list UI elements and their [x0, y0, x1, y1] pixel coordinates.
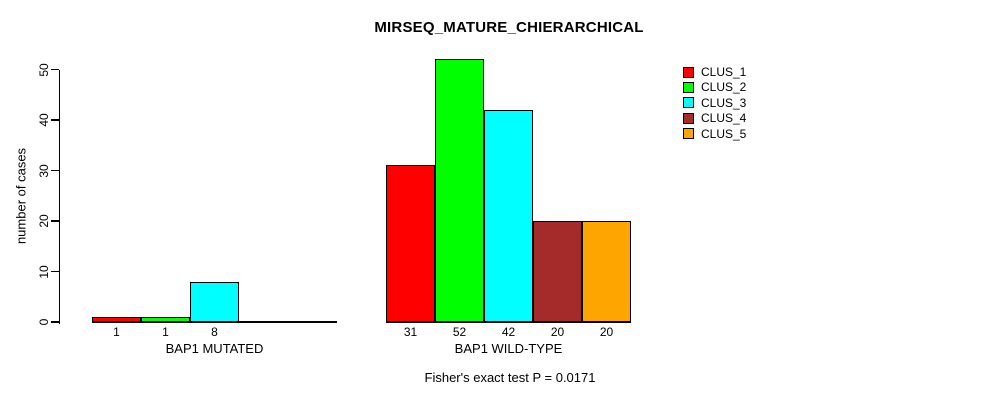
bar: [435, 59, 484, 322]
bar: [533, 221, 582, 322]
chart-title: MIRSEQ_MATURE_CHIERARCHICAL: [374, 19, 644, 36]
bar: [190, 281, 239, 322]
y-axis-tick-label: 20: [37, 214, 51, 228]
legend-swatch: [683, 97, 694, 109]
x-axis-baseline: [386, 321, 631, 323]
y-axis-tick-label: 10: [37, 264, 51, 279]
y-axis-tick: [50, 270, 59, 273]
bar: [386, 165, 435, 322]
bar: [141, 316, 190, 322]
bar-value-label: 1: [162, 324, 169, 339]
legend-item: CLUS_1: [683, 66, 746, 78]
y-axis-tick: [50, 220, 59, 222]
legend-swatch: [683, 128, 694, 140]
bar: [92, 316, 141, 322]
y-axis-label: number of cases: [13, 147, 29, 245]
y-axis-tick: [50, 119, 59, 121]
y-axis-tick: [50, 68, 59, 71]
bar-value-label: 20: [599, 324, 614, 339]
bar-value-label: 8: [211, 324, 218, 339]
legend-swatch: [683, 112, 694, 124]
legend-swatch: [683, 81, 694, 93]
y-axis-tick-label: 0: [37, 318, 51, 326]
bar: [484, 109, 533, 322]
y-axis-line: [58, 69, 60, 324]
bar-value-label: 31: [403, 324, 418, 339]
legend-label: CLUS_2: [701, 80, 747, 95]
bar: [582, 221, 631, 322]
bar-value-label: 20: [550, 324, 565, 339]
y-axis-tick: [50, 321, 59, 323]
group-label: BAP1 MUTATED: [165, 341, 264, 356]
bar-value-label: 52: [452, 324, 467, 339]
y-axis-tick-label: 30: [37, 163, 51, 178]
legend-item: CLUS_5: [683, 128, 746, 140]
legend-label: CLUS_3: [701, 95, 747, 110]
x-axis-baseline: [92, 321, 337, 323]
legend-swatch: [683, 66, 694, 78]
bar-value-label: 42: [501, 324, 516, 339]
legend-label: CLUS_1: [701, 65, 747, 79]
legend-item: CLUS_3: [683, 97, 746, 109]
legend-item: CLUS_2: [683, 81, 746, 93]
bar-value-label: 1: [113, 324, 120, 339]
group-label: BAP1 WILD-TYPE: [454, 341, 563, 356]
legend-label: CLUS_5: [701, 126, 747, 141]
y-axis-tick: [50, 169, 59, 172]
footnote-text: Fisher's exact test P = 0.0171: [424, 370, 596, 385]
y-axis-tick-label: 40: [37, 113, 51, 127]
y-axis-tick-label: 50: [37, 62, 51, 77]
legend-label: CLUS_4: [701, 111, 747, 126]
legend-item: CLUS_4: [683, 112, 746, 124]
